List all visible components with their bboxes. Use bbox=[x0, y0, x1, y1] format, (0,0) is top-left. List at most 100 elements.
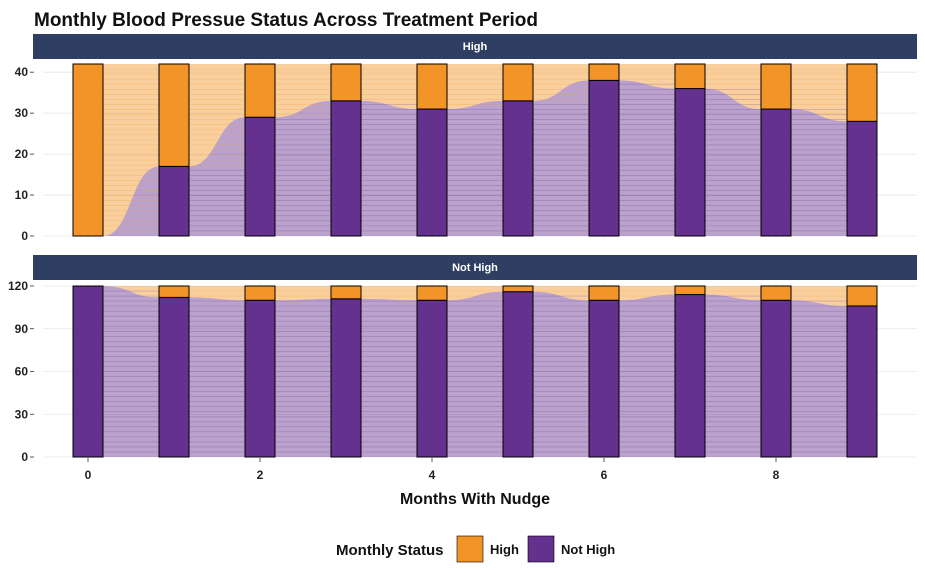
bar-high bbox=[330, 285, 362, 300]
bar-not-high bbox=[674, 88, 706, 237]
y-tick-label: 0 bbox=[21, 229, 28, 243]
bar-high bbox=[674, 285, 706, 296]
flow-not-high bbox=[791, 300, 847, 457]
y-tick-label: 90 bbox=[15, 322, 29, 336]
flow-high bbox=[275, 64, 331, 118]
bar-not-high bbox=[502, 100, 534, 237]
bar-high bbox=[588, 285, 620, 301]
y-tick-label: 60 bbox=[15, 365, 29, 379]
y-tick-label: 30 bbox=[15, 106, 29, 120]
legend-title: Monthly Status bbox=[336, 542, 444, 559]
bar-high bbox=[416, 63, 448, 110]
flow-high bbox=[361, 64, 417, 110]
flow-high bbox=[447, 286, 503, 301]
flow-not-high bbox=[275, 298, 331, 457]
bar-high bbox=[330, 63, 362, 102]
legend-label-not-high: Not High bbox=[561, 542, 615, 557]
flow-high bbox=[705, 64, 761, 110]
bar-high bbox=[158, 285, 190, 298]
flow-group bbox=[102, 64, 848, 236]
bar-high bbox=[244, 63, 276, 118]
facet-panel-high: 0 10 20 30 40 bbox=[15, 60, 917, 243]
bar-high bbox=[502, 285, 534, 293]
y-tick-label: 20 bbox=[15, 147, 29, 161]
bar-high bbox=[502, 63, 534, 102]
bar-not-high bbox=[588, 79, 620, 237]
bar-not-high bbox=[674, 294, 706, 458]
flow-high bbox=[275, 286, 331, 301]
bar-not-high bbox=[588, 299, 620, 458]
bar-not-high bbox=[416, 108, 448, 237]
y-tick-label: 40 bbox=[15, 65, 29, 79]
flow-high bbox=[619, 286, 675, 301]
flow-not-high bbox=[189, 117, 245, 236]
flow-high bbox=[619, 64, 675, 89]
facet-panel-not-high: 0 30 60 90 120 bbox=[8, 279, 917, 464]
bar-high bbox=[244, 285, 276, 301]
flow-not-high bbox=[361, 298, 417, 457]
bar-high bbox=[760, 63, 792, 110]
flow-not-high bbox=[791, 109, 847, 236]
x-tick-label: 0 bbox=[85, 468, 92, 482]
bar-high bbox=[416, 285, 448, 301]
flow-high bbox=[791, 286, 847, 306]
bar-not-high bbox=[72, 285, 104, 458]
flow-not-high bbox=[619, 80, 675, 236]
flow-high bbox=[447, 64, 503, 110]
flow-high bbox=[361, 286, 417, 301]
flow-not-high bbox=[361, 100, 417, 236]
bar-high bbox=[72, 63, 104, 237]
flow-high bbox=[791, 64, 847, 122]
y-tick-label: 120 bbox=[8, 279, 28, 293]
flow-high bbox=[533, 286, 589, 301]
bar-not-high bbox=[846, 120, 878, 237]
flow-not-high bbox=[189, 297, 245, 457]
x-tick-label: 4 bbox=[429, 468, 436, 482]
bar-not-high bbox=[330, 298, 362, 458]
flow-high bbox=[189, 64, 245, 167]
bar-not-high bbox=[502, 291, 534, 458]
x-axis: 0 2 4 6 8 bbox=[85, 458, 780, 482]
y-tick-label: 0 bbox=[21, 450, 28, 464]
chart-title: Monthly Blood Pressue Status Across Trea… bbox=[34, 10, 538, 31]
flow-not-high bbox=[447, 291, 503, 457]
bar-not-high bbox=[244, 299, 276, 458]
bar-high bbox=[674, 63, 706, 90]
bar-high bbox=[760, 285, 792, 301]
y-tick-label: 30 bbox=[15, 407, 29, 421]
x-axis-title: Months With Nudge bbox=[400, 491, 550, 508]
facet-strip-label-high: High bbox=[463, 41, 488, 53]
flow-high bbox=[189, 286, 245, 301]
y-tick-label: 10 bbox=[15, 188, 29, 202]
facet-strip-not-high bbox=[33, 255, 917, 280]
flow-not-high bbox=[533, 291, 589, 457]
x-tick-label: 6 bbox=[601, 468, 608, 482]
bar-not-high bbox=[158, 296, 190, 458]
flow-not-high bbox=[705, 294, 761, 457]
x-tick-label: 8 bbox=[773, 468, 780, 482]
bar-not-high bbox=[416, 299, 448, 458]
bar-not-high bbox=[330, 100, 362, 237]
legend-label-high: High bbox=[490, 542, 519, 557]
flow-not-high bbox=[103, 286, 159, 457]
flow-group bbox=[102, 286, 848, 457]
bar-high bbox=[846, 63, 878, 122]
flow-not-high bbox=[705, 88, 761, 236]
bar-not-high bbox=[244, 116, 276, 237]
bar-not-high bbox=[158, 165, 190, 237]
bar-high bbox=[588, 63, 620, 81]
x-tick-label: 2 bbox=[257, 468, 264, 482]
flow-high bbox=[705, 286, 761, 301]
legend: Monthly Status High Not High bbox=[336, 535, 615, 563]
flow-not-high bbox=[275, 100, 331, 236]
bar-not-high bbox=[760, 108, 792, 237]
flow-not-high bbox=[103, 166, 159, 236]
flow-not-high bbox=[447, 100, 503, 236]
flow-not-high bbox=[619, 294, 675, 457]
bar-high bbox=[158, 63, 190, 167]
flow-not-high bbox=[533, 80, 589, 236]
bar-high bbox=[846, 285, 878, 307]
legend-swatch-not-high bbox=[527, 535, 555, 563]
facet-strip-high bbox=[33, 34, 917, 59]
